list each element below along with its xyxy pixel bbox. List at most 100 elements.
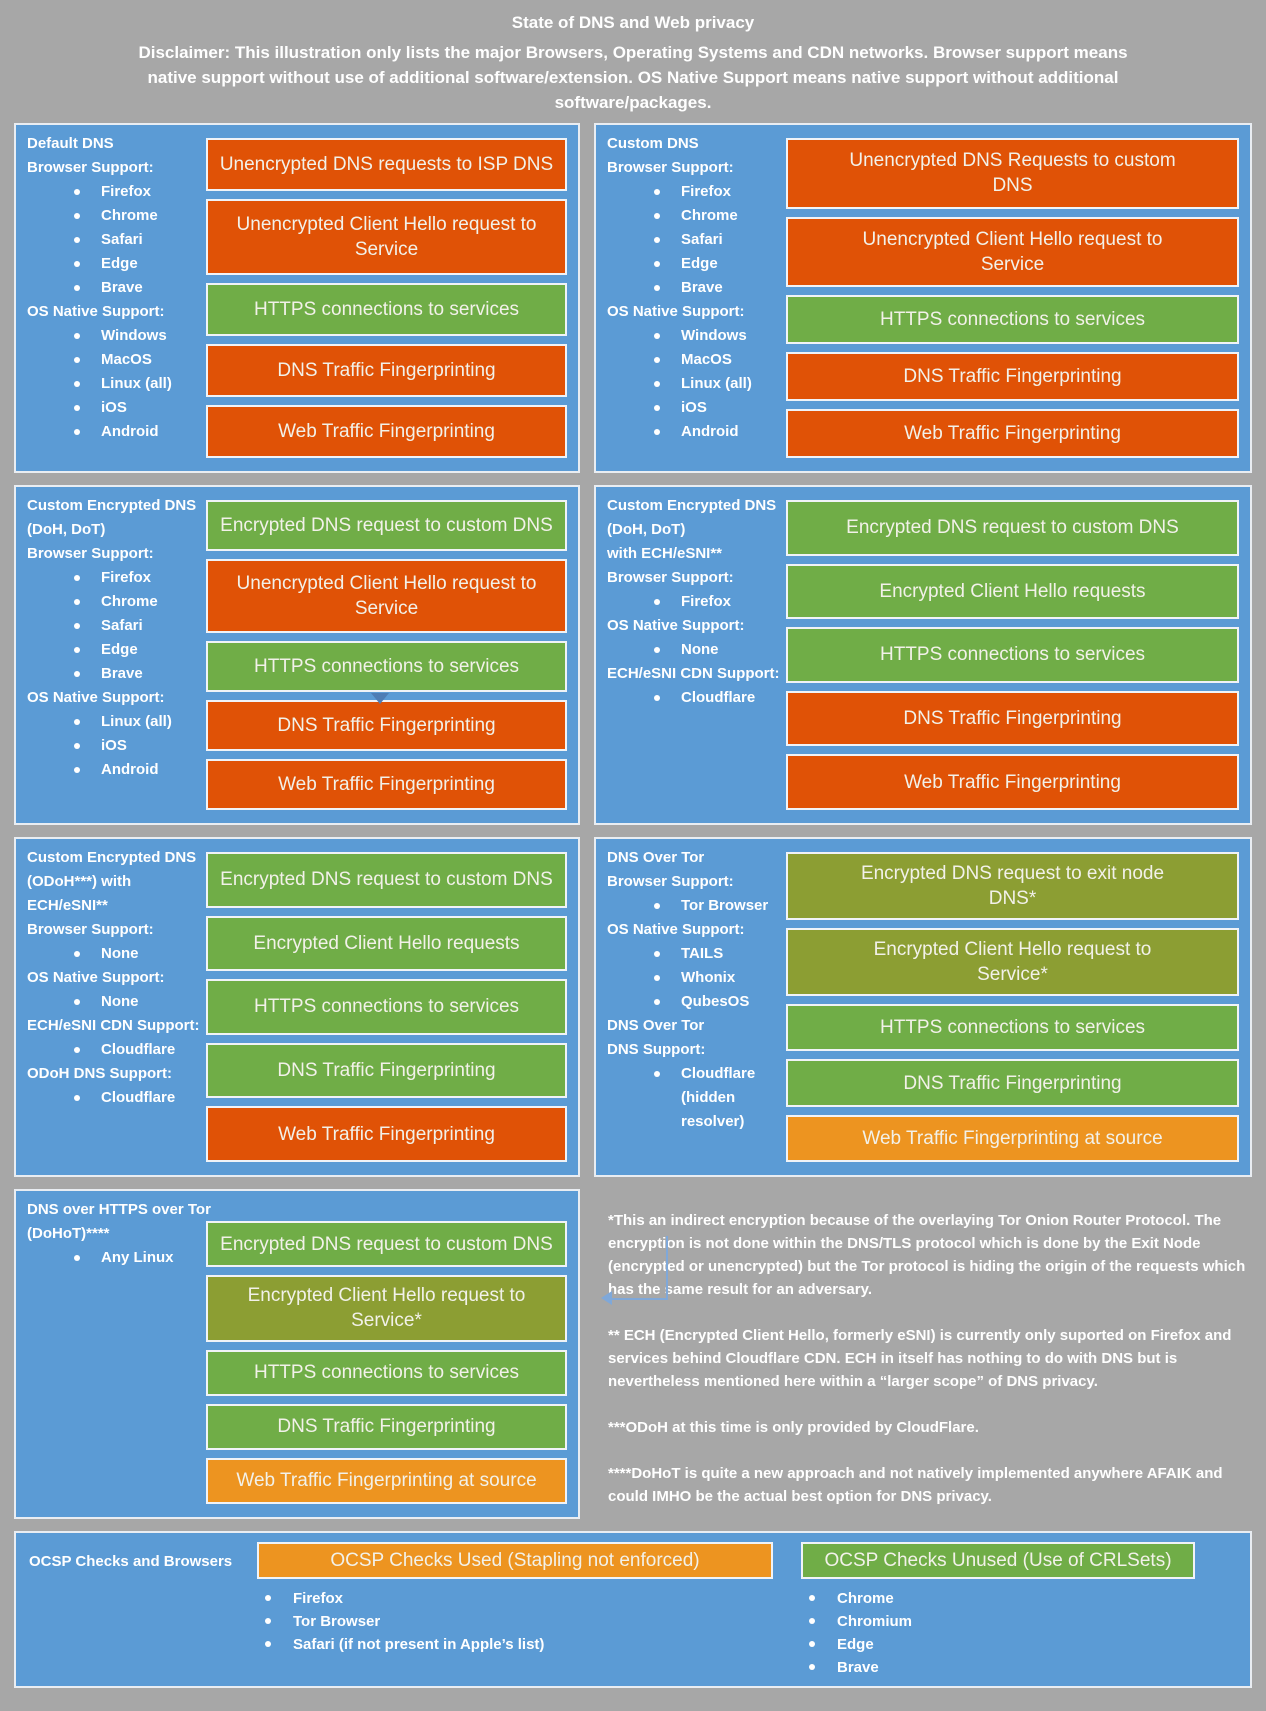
support-line: OS Native Support: <box>27 689 165 706</box>
support-line: iOS <box>607 396 783 420</box>
bullet-icon <box>654 647 660 653</box>
support-line: Custom Encrypted DNS <box>27 849 197 866</box>
support-line: Safari <box>27 614 203 638</box>
status-bar: HTTPS connections to services <box>206 979 567 1035</box>
bullet-icon <box>654 975 660 981</box>
status-bars: Encrypted DNS request to custom DNS Unenc… <box>206 500 567 810</box>
title-block: State of DNS and Web privacy Disclaimer:… <box>0 0 1266 123</box>
status-bars: Unencrypted DNS Requests to custom DNS Un… <box>786 138 1239 458</box>
panel-ocsp: OCSP Checks and Browsers OCSP Checks Use… <box>14 1531 1252 1688</box>
bullet-icon <box>74 429 80 435</box>
status-bar: Encrypted DNS request to custom DNS <box>206 852 567 908</box>
support-line: None <box>27 942 203 966</box>
status-bar: HTTPS connections to services <box>786 1004 1239 1052</box>
ocsp-title: OCSP Checks and Browsers <box>29 1553 233 1570</box>
bullet-icon <box>654 1071 660 1077</box>
status-bar: Encrypted Client Hello requests <box>786 563 1239 620</box>
status-bar: Encrypted Client Hello request to Servic… <box>206 1275 567 1342</box>
support-line: Edge <box>607 252 783 276</box>
bullet-icon <box>74 405 80 411</box>
status-bar: Encrypted DNS request to custom DNS <box>206 1221 567 1268</box>
support-line: ECH/eSNI** <box>27 897 108 914</box>
bullet-icon <box>654 213 660 219</box>
support-line: Linux (all) <box>27 710 203 734</box>
support-line: Custom Encrypted DNS <box>607 497 777 514</box>
status-bar: Encrypted Client Hello request to Servic… <box>786 928 1239 997</box>
support-line: DNS Support: <box>607 1041 706 1058</box>
support-line: Brave <box>27 276 203 300</box>
bullet-icon <box>265 1618 271 1624</box>
status-bar: Web Traffic Fingerprinting <box>206 1106 567 1162</box>
footnote: ***ODoH at this time is only provided by… <box>608 1419 979 1436</box>
support-line: Any Linux <box>27 1246 203 1270</box>
bullet-icon <box>74 575 80 581</box>
status-bar: Unencrypted Client Hello request to Serv… <box>206 198 567 276</box>
support-line: MacOS <box>607 348 783 372</box>
support-list: Custom Encrypted DNS (ODoH***) with ECH/eS… <box>16 839 203 1175</box>
status-bar: Web Traffic Fingerprinting at source <box>206 1457 567 1504</box>
bullet-icon <box>809 1664 815 1670</box>
support-list: Custom Encrypted DNS (DoH, DoT) with ECH/e… <box>596 487 783 823</box>
support-line: ODoH DNS Support: <box>27 1065 172 1082</box>
browser-item: Firefox <box>257 1587 773 1610</box>
support-line: Cloudflare <box>27 1086 203 1110</box>
support-line: Default DNS <box>27 135 114 152</box>
support-line: DNS Over Tor <box>607 1017 705 1034</box>
status-bar: Encrypted DNS request to custom DNS <box>206 500 567 552</box>
ocsp-unused-bar: OCSP Checks Unused (Use of CRLSets) <box>801 1542 1195 1579</box>
bullet-icon <box>74 381 80 387</box>
support-line: Custom DNS <box>607 135 699 152</box>
down-arrow-decoration <box>371 693 389 704</box>
support-line: Linux (all) <box>607 372 783 396</box>
status-bar: Unencrypted DNS Requests to custom DNS <box>786 138 1239 209</box>
support-line: Browser Support: <box>27 545 154 562</box>
browser-item: Chrome <box>801 1587 1195 1610</box>
support-line: Whonix <box>607 966 783 990</box>
support-line: Edge <box>27 252 203 276</box>
bullet-icon <box>265 1641 271 1647</box>
status-bar: Encrypted DNS request to custom DNS <box>786 500 1239 556</box>
bullet-icon <box>265 1595 271 1601</box>
bullet-icon <box>654 903 660 909</box>
support-line: Firefox <box>27 566 203 590</box>
support-line: Windows <box>27 324 203 348</box>
bullet-icon <box>74 261 80 267</box>
support-line: Browser Support: <box>607 569 734 586</box>
support-line: Chrome <box>27 204 203 228</box>
support-list: Custom Encrypted DNS (DoH, DoT) Browser Su… <box>16 487 203 823</box>
support-line: OS Native Support: <box>607 303 745 320</box>
panel-default-dns: Default DNS Browser Support: Firefox Chrome… <box>14 123 580 473</box>
support-line: Chrome <box>607 204 783 228</box>
support-line: Firefox <box>607 180 783 204</box>
status-bar: DNS Traffic Fingerprinting <box>786 352 1239 402</box>
browser-item: Tor Browser <box>257 1610 773 1633</box>
bullet-icon <box>809 1641 815 1647</box>
bullet-icon <box>74 647 80 653</box>
status-bars: Encrypted DNS request to custom DNS Encry… <box>206 1221 567 1504</box>
callout-line-decoration <box>612 1236 668 1300</box>
support-line: TAILS <box>607 942 783 966</box>
status-bar: HTTPS connections to services <box>206 1349 567 1396</box>
bullet-icon <box>654 285 660 291</box>
bullet-icon <box>654 333 660 339</box>
status-bar: HTTPS connections to services <box>206 283 567 337</box>
support-line: QubesOS <box>607 990 783 1014</box>
support-line: None <box>27 990 203 1014</box>
status-bar: HTTPS connections to services <box>206 640 567 692</box>
ocsp-unused-browsers: Chrome Chromium Edge Brave <box>801 1579 1195 1679</box>
support-line: Browser Support: <box>27 159 154 176</box>
panel-dns-over-tor: DNS Over Tor Browser Support: Tor Browser O… <box>594 837 1252 1177</box>
bullet-icon <box>654 189 660 195</box>
support-list: DNS Over Tor Browser Support: Tor Browser O… <box>596 839 783 1175</box>
bullet-icon <box>74 333 80 339</box>
support-line: Android <box>27 758 203 782</box>
bullet-icon <box>74 189 80 195</box>
bullet-icon <box>654 357 660 363</box>
support-list: Custom DNS Browser Support: Firefox Chrome S… <box>596 125 783 471</box>
ocsp-used-section: OCSP Checks Used (Stapling not enforced)… <box>257 1533 773 1686</box>
bullet-icon <box>74 237 80 243</box>
status-bar: HTTPS connections to services <box>786 627 1239 683</box>
support-line: Chrome <box>27 590 203 614</box>
support-list: Default DNS Browser Support: Firefox Chrome… <box>16 125 203 471</box>
support-line: Cloudflare <box>607 1062 783 1086</box>
